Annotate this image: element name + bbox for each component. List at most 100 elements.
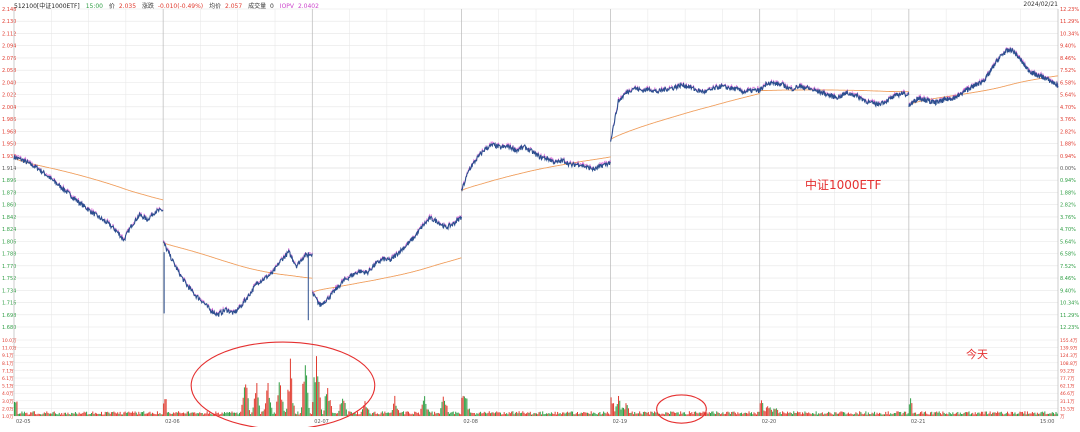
volume-bar <box>948 412 950 416</box>
volume-bar <box>908 404 910 416</box>
volume-bar <box>646 412 648 416</box>
volume-bar <box>229 411 230 416</box>
volume-bar <box>752 414 754 416</box>
volume-bar <box>306 375 308 416</box>
volume-bar <box>601 413 603 416</box>
volume-bar <box>567 411 569 416</box>
volume-bar <box>456 412 458 416</box>
volume-bar <box>1012 411 1013 416</box>
volume-bar <box>774 409 776 416</box>
volume-bar <box>507 414 509 416</box>
volume-bar <box>649 414 651 416</box>
volume-bar <box>543 414 545 416</box>
volume-bar <box>246 387 248 416</box>
volume-bar <box>146 413 148 416</box>
volume-bar <box>552 413 554 416</box>
volume-bar <box>429 411 431 416</box>
volume-bar <box>1055 411 1057 416</box>
iopv-label: IOPV <box>279 3 295 10</box>
volume-bar <box>1015 414 1017 416</box>
volume-bar <box>86 411 88 416</box>
volume-bar <box>749 413 751 416</box>
volume-bar <box>360 411 362 416</box>
volume-bar <box>151 412 153 416</box>
volume-bar <box>422 400 424 416</box>
volume-bar <box>635 413 637 416</box>
volume-bar <box>102 414 104 416</box>
volume-bar <box>824 413 826 416</box>
today-annotation: 今天 <box>966 348 988 361</box>
volume-bar <box>220 413 222 416</box>
volume-bar <box>325 394 327 416</box>
volume-bar <box>811 413 813 416</box>
volume-bar <box>338 410 340 416</box>
x-label: 15:00 <box>1040 419 1054 425</box>
volume-bar <box>1010 411 1012 416</box>
volume-bar <box>328 401 330 416</box>
volume-bar <box>700 412 702 416</box>
volume-bar <box>383 413 385 416</box>
volume-bar <box>41 414 43 416</box>
price-line <box>908 47 1059 107</box>
volume-bar <box>719 414 721 416</box>
volume-bar <box>687 414 689 416</box>
volume-bar <box>876 412 878 416</box>
volume-bar <box>354 412 356 416</box>
x-label: 02-08 <box>463 419 478 425</box>
volume-bar <box>405 411 407 416</box>
volume-bar <box>1033 413 1035 416</box>
volume-bar <box>693 411 695 416</box>
volume-bar <box>538 412 540 416</box>
volume-bar <box>369 413 371 416</box>
volume-bar <box>990 414 992 416</box>
volume-bar <box>124 411 126 416</box>
volume-bar <box>482 413 484 416</box>
volume-bar <box>809 413 811 416</box>
volume-bar <box>256 383 258 416</box>
volume-bar <box>478 412 480 416</box>
volume-bar <box>522 411 524 416</box>
volume-bar <box>682 412 684 416</box>
volume-bar <box>1036 412 1038 416</box>
volume-bar <box>396 408 398 416</box>
volume-bar <box>492 412 494 416</box>
volume-bar <box>539 411 541 416</box>
volume-bar <box>107 411 109 416</box>
volume-bar <box>563 412 565 416</box>
volume-bar <box>286 408 288 416</box>
volume-bar <box>401 412 403 416</box>
volume-bar <box>133 412 135 416</box>
volume-bar <box>988 413 990 416</box>
volume-bar <box>881 414 883 416</box>
volume-bar <box>18 413 20 416</box>
change-value: -0.010(-0.49%) <box>157 3 204 10</box>
volume-bar <box>882 414 884 416</box>
y-right-tick: 2.82% <box>1060 203 1076 209</box>
volume-bar <box>713 413 715 416</box>
volume-bar <box>797 411 798 416</box>
volume-bar <box>385 412 387 416</box>
x-label: 02-06 <box>165 419 180 425</box>
volume-bar <box>969 414 971 416</box>
price-label: 价 <box>108 3 115 10</box>
volume-bar <box>32 411 34 416</box>
volume-bar <box>186 411 188 416</box>
volume-bar <box>651 411 653 416</box>
volume-bar <box>333 413 335 416</box>
volume-bar <box>236 412 238 416</box>
volume-bar <box>706 412 708 416</box>
volume-bar <box>248 410 250 416</box>
volume-bar <box>252 407 254 416</box>
volume-bar <box>477 413 479 416</box>
volume-bar <box>852 414 854 416</box>
volume-bar <box>358 414 360 416</box>
volume-bar <box>825 413 827 416</box>
volume-bar <box>705 412 707 416</box>
volume-bar <box>238 412 240 416</box>
y-right-tick: 9.40% <box>1060 44 1076 50</box>
volume-bar <box>864 413 866 416</box>
volume-bar <box>957 411 959 416</box>
volume-bar <box>685 414 687 416</box>
volume-bar <box>536 413 537 416</box>
volume-bar <box>724 413 726 416</box>
